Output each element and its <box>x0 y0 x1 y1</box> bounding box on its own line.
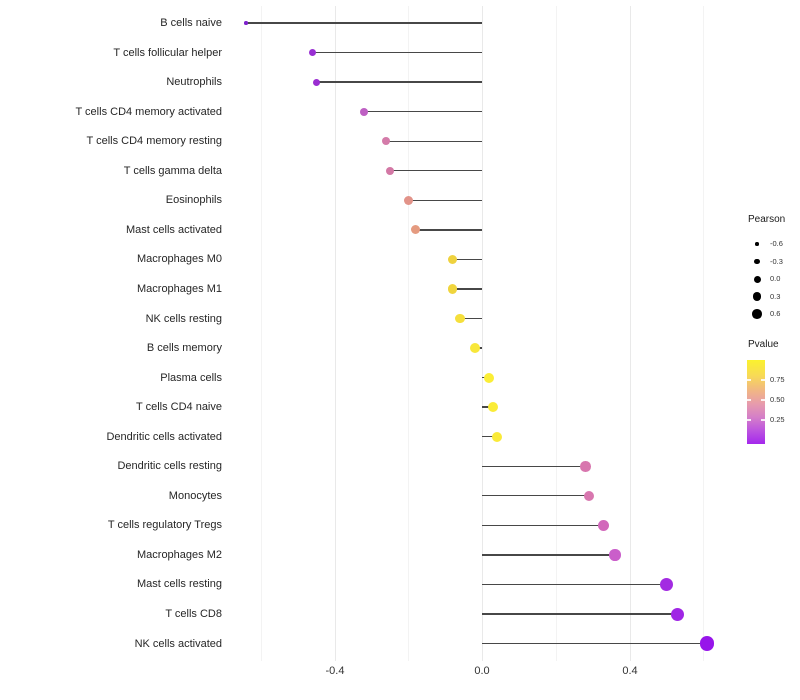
lollipop-stem <box>482 524 604 527</box>
colorbar-tick-mark <box>747 379 751 381</box>
y-axis-label: Neutrophils <box>166 76 222 89</box>
lollipop-dot <box>699 636 715 651</box>
legend-size-dot <box>752 292 762 301</box>
y-axis-label: Mast cells activated <box>126 223 222 236</box>
lollipop-stem <box>316 81 482 83</box>
lollipop-stem <box>452 288 482 290</box>
lollipop-dot <box>312 78 320 86</box>
lollipop-stem <box>482 613 678 615</box>
y-axis-label: T cells gamma delta <box>123 164 222 177</box>
legend-pvalue-tick-label: 0.25 <box>770 415 785 424</box>
lollipop-dot <box>488 402 499 413</box>
gridline-major <box>629 6 631 661</box>
lollipop-dot <box>491 431 502 442</box>
lollipop-dot <box>381 136 391 146</box>
legend-size-dot <box>754 258 760 265</box>
lollipop-dot <box>580 461 591 472</box>
lollipop-dot <box>447 254 458 265</box>
lollipop-stem <box>482 583 667 586</box>
gridline-minor <box>408 6 410 661</box>
pvalue-colorbar <box>747 360 765 444</box>
y-axis-label: T cells regulatory Tregs <box>107 519 222 532</box>
lollipop-stem <box>482 642 707 645</box>
y-axis-label: T cells CD4 memory activated <box>75 105 222 118</box>
lollipop-dot <box>484 372 495 383</box>
y-axis-label: Dendritic cells activated <box>106 430 222 443</box>
legend-pearson-title: Pearson <box>748 214 786 225</box>
y-axis-label: Mast cells resting <box>137 578 222 591</box>
y-axis-label: Macrophages M1 <box>137 282 222 295</box>
colorbar-tick-mark <box>761 379 765 381</box>
legend-pvalue-title: Pvalue <box>748 339 779 350</box>
lollipop-stem <box>246 22 482 24</box>
legend-pvalue-tick-label: 0.50 <box>770 395 785 404</box>
legend-size-label: -0.3 <box>770 256 783 266</box>
legend-size-dot <box>753 275 761 283</box>
y-axis-label: Macrophages M2 <box>137 548 222 561</box>
lollipop-stem <box>364 110 482 113</box>
y-axis-label: NK cells activated <box>134 637 222 650</box>
lollipop-dot <box>670 607 684 621</box>
y-axis-label: B cells naive <box>160 17 222 29</box>
x-tick-label: -0.4 <box>325 665 345 677</box>
gridline-minor <box>260 6 262 661</box>
gridline-major <box>334 6 336 661</box>
lollipop-dot <box>360 107 368 116</box>
lollipop-dot <box>455 313 465 324</box>
lollipop-stem <box>389 170 482 172</box>
lollipop-stem <box>452 258 482 261</box>
y-axis-label: NK cells resting <box>145 312 222 325</box>
lollipop-dot <box>308 49 316 57</box>
y-axis-label: Dendritic cells resting <box>117 460 222 473</box>
lollipop-stem <box>482 495 589 497</box>
lollipop-stem <box>386 140 482 142</box>
lollipop-dot <box>659 577 673 591</box>
y-axis-label: B cells memory <box>146 342 222 355</box>
lollipop-stem <box>408 199 482 201</box>
lollipop-dot <box>244 21 248 25</box>
lollipop-stem <box>459 317 482 320</box>
y-axis-label: T cells CD4 naive <box>136 401 222 414</box>
lollipop-dot <box>609 549 621 561</box>
lollipop-dot <box>411 225 421 235</box>
y-axis-label: T cells CD4 memory resting <box>86 135 223 148</box>
colorbar-tick-mark <box>747 419 751 421</box>
legend-size-label: -0.6 <box>770 239 783 248</box>
colorbar-tick-mark <box>761 399 765 401</box>
lollipop-dot <box>447 284 458 294</box>
y-axis-label: T cells CD8 <box>165 608 222 620</box>
y-axis-label: Monocytes <box>168 489 222 502</box>
legend-pvalue-tick-label: 0.75 <box>770 375 785 384</box>
lollipop-stem <box>312 51 482 54</box>
lollipop-dot <box>469 343 480 354</box>
lollipop-stem <box>482 554 615 556</box>
gridline-minor <box>555 6 557 661</box>
legend-size-label: 0.3 <box>770 291 781 301</box>
lollipop-dot <box>385 166 395 175</box>
y-axis-label: Eosinophils <box>165 194 222 207</box>
legend-size-dot <box>752 309 762 319</box>
gridline-minor <box>703 6 705 661</box>
legend-size-dot <box>755 242 759 246</box>
lollipop-dot <box>583 490 595 502</box>
legend-size-label: 0.0 <box>770 274 781 283</box>
y-axis-label: Macrophages M0 <box>137 253 222 266</box>
gridline-major <box>482 6 483 661</box>
y-axis-label: T cells follicular helper <box>113 46 222 59</box>
x-tick-label: 0.4 <box>622 665 638 677</box>
colorbar-tick-mark <box>761 419 765 421</box>
lollipop-stem <box>482 436 497 438</box>
legend-size-label: 0.6 <box>770 309 781 318</box>
lollipop-stem <box>415 229 482 231</box>
lollipop-dot <box>403 195 413 205</box>
colorbar-tick-mark <box>747 399 751 401</box>
lollipop-stem <box>482 465 586 467</box>
lollipop-stem <box>482 406 494 408</box>
x-tick-label: 0.0 <box>474 665 490 677</box>
y-axis-label: Plasma cells <box>160 371 222 384</box>
lollipop-dot <box>598 519 610 531</box>
